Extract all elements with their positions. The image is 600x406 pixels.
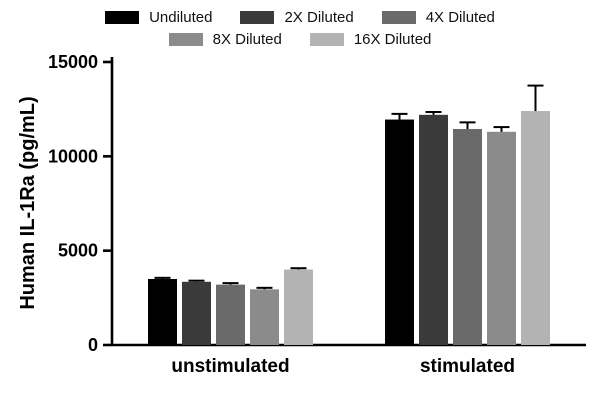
chart-legend: Undiluted 2X Diluted 4X Diluted 8X Diluted 1… [0,10,600,47]
legend-label: 2X Diluted [284,9,354,26]
legend-row: Undiluted 2X Diluted 4X Diluted [105,10,495,25]
bar [182,281,211,345]
y-tick-label: 0 [88,335,98,355]
x-category-label: unstimulated [171,356,289,377]
legend-item-8x-diluted: 8X Diluted [168,31,282,48]
legend-label: 16X Diluted [353,31,432,48]
y-tick-label: 10000 [48,146,98,166]
bar [216,284,245,345]
legend-row: 8X Diluted 16X Diluted [168,31,432,48]
bar [521,111,550,345]
legend-swatch-icon [309,33,344,46]
legend-label: Undiluted [149,9,213,26]
legend-item-2x-diluted: 2X Diluted [240,9,354,26]
legend-item-4x-diluted: 4X Diluted [381,9,495,26]
bar [250,289,279,345]
y-tick-label: 5000 [58,241,98,261]
x-category-label: stimulated [420,356,515,377]
bar [453,128,482,345]
legend-label: 4X Diluted [425,9,495,26]
legend-swatch-icon [168,33,203,46]
bar [148,278,177,345]
bar [487,131,516,345]
legend-item-16x-diluted: 16X Diluted [309,31,432,48]
legend-item-undiluted: Undiluted [105,10,212,25]
bar [284,269,313,345]
legend-swatch-icon [240,11,275,24]
y-tick-label: 15000 [48,52,98,72]
bar [419,114,448,346]
legend-swatch-icon [105,11,140,24]
bar [385,119,414,345]
legend-swatch-icon [381,11,416,24]
legend-label: 8X Diluted [212,31,282,48]
